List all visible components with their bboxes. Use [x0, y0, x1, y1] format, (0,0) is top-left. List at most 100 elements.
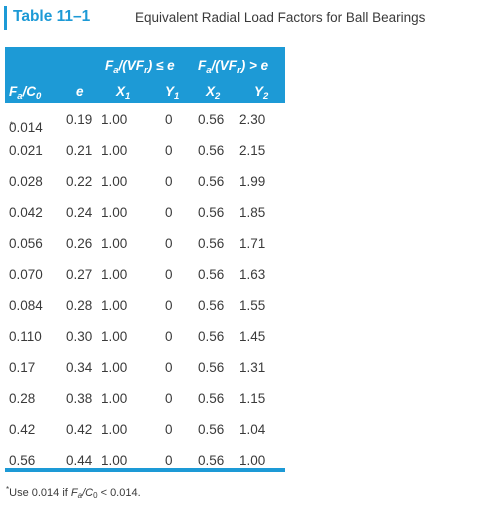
- cell-y2: 1.63: [239, 267, 266, 282]
- cell-y1: 0: [165, 391, 173, 406]
- table-row: 0.014 * 0.19 1.00 0 0.56 2.30: [9, 112, 266, 135]
- cell-e: 0.42: [66, 422, 93, 437]
- cell-x1: 1.00: [101, 360, 128, 375]
- cell-x2: 0.56: [198, 360, 225, 375]
- cell-ratio: 0.070: [9, 267, 43, 282]
- cell-y2: 1.85: [239, 205, 266, 220]
- cell-y1: 0: [165, 453, 173, 468]
- cell-y2: 1.55: [239, 298, 266, 313]
- cell-y2: 1.15: [239, 391, 266, 406]
- cell-x2: 0.56: [198, 453, 225, 468]
- cell-ratio: 0.042: [9, 205, 43, 220]
- cell-e: 0.28: [66, 298, 93, 313]
- table-row: 0.28 0.38 1.00 0 0.56 1.15: [5, 383, 285, 414]
- cell-y1: 0: [165, 205, 173, 220]
- cell-e: 0.19: [66, 112, 93, 127]
- cell-x1: 1.00: [101, 298, 128, 313]
- cell-e: 0.44: [66, 453, 93, 468]
- cell-y1: 0: [165, 143, 173, 158]
- cell-x1: 1.00: [101, 267, 128, 282]
- cell-x1: 1.00: [101, 205, 128, 220]
- cell-x2: 0.56: [198, 422, 225, 437]
- cell-x2: 0.56: [198, 267, 225, 282]
- cell-ratio: 0.084: [9, 298, 43, 313]
- cell-y2: 2.30: [239, 112, 266, 127]
- cell-y1: 0: [165, 174, 173, 189]
- cell-y2: 1.04: [239, 422, 266, 437]
- group-header-high-load: Fa/(VFr) > e: [198, 58, 269, 76]
- cell-x2: 0.56: [198, 236, 225, 251]
- table-row: 0.17 0.34 1.00 0 0.56 1.31: [5, 352, 285, 383]
- cell-x2: 0.56: [198, 298, 225, 313]
- cell-x1: 1.00: [101, 174, 128, 189]
- cell-y1: 0: [165, 329, 173, 344]
- cell-y2: 2.15: [239, 143, 266, 158]
- cell-ratio: 0.021: [9, 143, 43, 158]
- cell-e: 0.27: [66, 267, 93, 282]
- table-row: 0.042 0.24 1.00 0 0.56 1.85: [5, 197, 285, 228]
- cell-ratio: 0.28: [9, 391, 36, 406]
- cell-y1: 0: [165, 298, 173, 313]
- cell-x2: 0.56: [198, 174, 225, 189]
- cell-e: 0.26: [66, 236, 93, 251]
- table-title: Table 11–1 Equivalent Radial Load Factor…: [0, 6, 491, 30]
- cell-ratio: 0.17: [9, 360, 36, 375]
- cell-x2: 0.56: [198, 143, 225, 158]
- column-header-y2: Y2: [254, 84, 269, 102]
- cell-x1: 1.00: [101, 391, 128, 406]
- cell-x1: 1.00: [101, 453, 128, 468]
- cell-y2: 1.31: [239, 360, 266, 375]
- table-body: 0.014 * 0.19 1.00 0 0.56 2.30 0.021 0.21 1.00 0 0.…: [5, 104, 285, 476]
- table-row: 0.084 0.28 1.00 0 0.56 1.55: [5, 290, 285, 321]
- cell-e: 0.30: [66, 329, 93, 344]
- cell-ratio: 0.110: [9, 329, 42, 344]
- column-header-ratio: Fa/C0: [9, 84, 42, 102]
- cell-y1: 0: [165, 360, 173, 375]
- table-row: 0.070 0.27 1.00 0 0.56 1.63: [5, 259, 285, 290]
- cell-e: 0.38: [66, 391, 93, 406]
- cell-y2: 1.45: [239, 329, 266, 344]
- group-header-low-load: Fa/(VFr) ≤ e: [105, 58, 175, 76]
- table-row: 0.42 0.42 1.00 0 0.56 1.04: [5, 414, 285, 445]
- cell-ratio: 0.56: [9, 453, 36, 468]
- cell-x1: 1.00: [101, 143, 128, 158]
- column-header-x1: X1: [116, 84, 131, 102]
- table-row: 0.056 0.26 1.00 0 0.56 1.71: [5, 228, 285, 259]
- cell-y2: 1.99: [239, 174, 266, 189]
- cell-y1: 0: [165, 422, 173, 437]
- cell-x2: 0.56: [198, 205, 225, 220]
- title-accent-bar: [4, 6, 7, 30]
- table-number: Table 11–1: [13, 8, 91, 25]
- cell-y2: 1.71: [239, 236, 266, 251]
- cell-ratio: 0.42: [9, 422, 36, 437]
- cell-y1: 0: [165, 236, 173, 251]
- cell-y1: 0: [165, 267, 173, 282]
- table-bottom-rule: [5, 468, 285, 472]
- cell-y1: 0: [165, 112, 173, 127]
- cell-e: 0.34: [66, 360, 93, 375]
- table-row: 0.028 0.22 1.00 0 0.56 1.99: [5, 166, 285, 197]
- cell-x2: 0.56: [198, 329, 225, 344]
- table-footnote: *Use 0.014 if Fa/C0 < 0.014.: [6, 485, 141, 500]
- column-header-x2: X2: [206, 84, 221, 102]
- cell-x1: 1.00: [101, 112, 128, 127]
- cell-ratio: 0.028: [9, 174, 43, 189]
- cell-y2: 1.00: [239, 453, 266, 468]
- footnote-marker: *: [10, 120, 14, 130]
- column-header-e: e: [76, 84, 84, 99]
- cell-ratio: 0.056: [9, 236, 43, 251]
- column-header-y1: Y1: [165, 84, 180, 102]
- table-header: Fa/(VFr) ≤ e Fa/(VFr) > e Fa/C0 e X1 Y1 …: [5, 47, 285, 103]
- cell-x2: 0.56: [198, 391, 225, 406]
- table-row: 0.56 0.44 1.00 0 0.56 1.00: [5, 445, 285, 476]
- cell-x1: 1.00: [101, 422, 128, 437]
- cell-e: 0.21: [66, 143, 93, 158]
- cell-x2: 0.56: [198, 112, 225, 127]
- table-row: 0.110 0.30 1.00 0 0.56 1.45: [5, 321, 285, 352]
- table-row: 0.021 0.21 1.00 0 0.56 2.15: [5, 135, 285, 166]
- cell-e: 0.22: [66, 174, 93, 189]
- cell-x1: 1.00: [101, 236, 128, 251]
- table-caption: Equivalent Radial Load Factors for Ball …: [135, 10, 426, 25]
- cell-x1: 1.00: [101, 329, 128, 344]
- cell-e: 0.24: [66, 205, 93, 220]
